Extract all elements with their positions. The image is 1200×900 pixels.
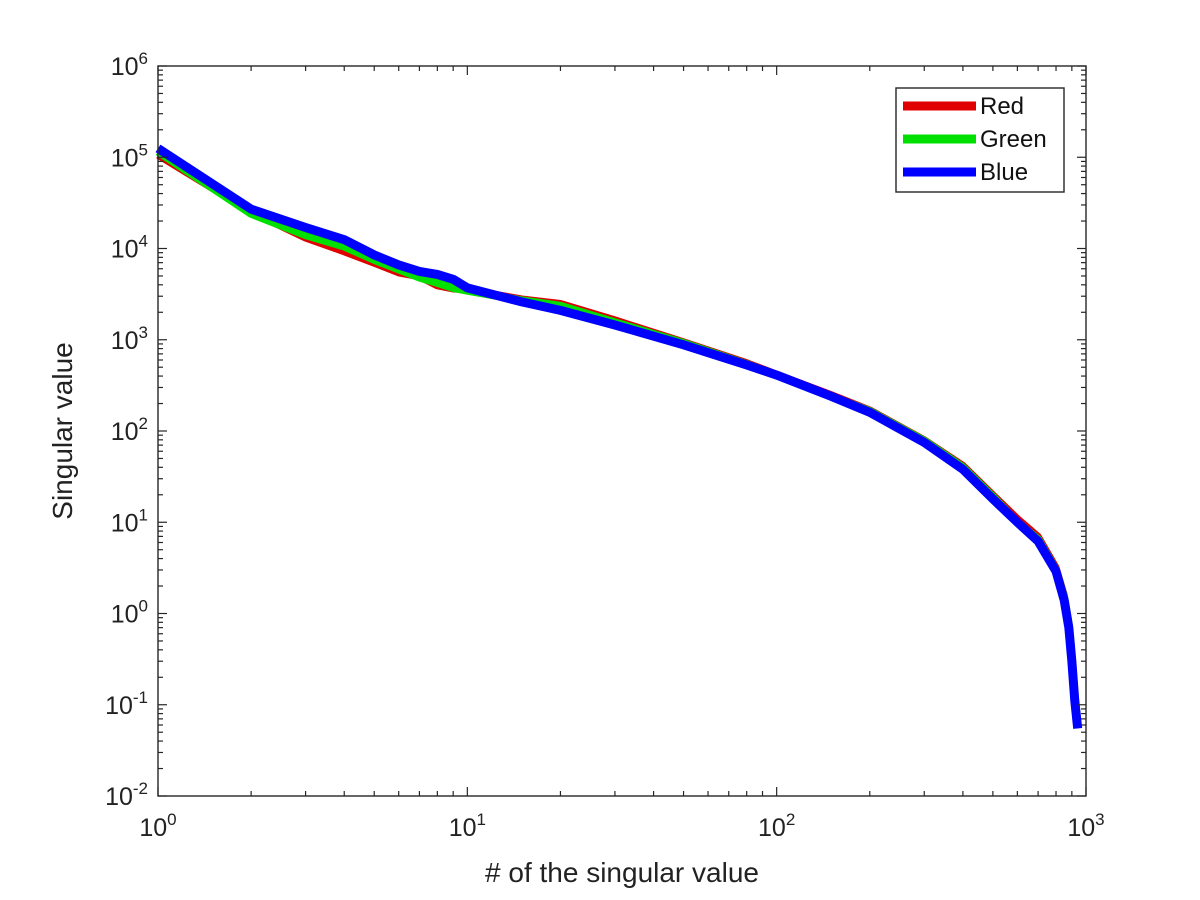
x-axis-title: # of the singular value bbox=[485, 857, 759, 888]
legend-items: Red Green Blue bbox=[903, 93, 1047, 186]
x-tick-label: 103 bbox=[1067, 810, 1104, 842]
tick-labels: 100 101 102 103 10-2 10-1 100 101 102 103 104 105 10… bbox=[105, 49, 1105, 842]
y-tick-label: 102 bbox=[111, 414, 148, 446]
y-tick-label: 106 bbox=[111, 49, 148, 81]
y-tick-label: 100 bbox=[111, 597, 148, 629]
y-axis-title: Singular value bbox=[47, 342, 78, 519]
legend-label-red: Red bbox=[980, 93, 1024, 120]
y-tick-label: 104 bbox=[111, 232, 148, 264]
x-tick-label: 100 bbox=[139, 810, 176, 842]
y-tick-label: 10-1 bbox=[105, 688, 148, 720]
y-tick-label: 105 bbox=[111, 140, 148, 172]
ticks-layer bbox=[157, 65, 1087, 797]
x-tick-label: 102 bbox=[758, 810, 795, 842]
y-tick-label: 10-2 bbox=[105, 779, 148, 811]
legend: Red Green Blue bbox=[895, 87, 1065, 193]
x-tick-label: 101 bbox=[449, 810, 486, 842]
y-tick-label: 101 bbox=[111, 505, 148, 537]
legend-label-blue: Blue bbox=[980, 159, 1028, 186]
y-tick-label: 103 bbox=[111, 323, 148, 355]
legend-label-green: Green bbox=[980, 126, 1047, 153]
series-line-blue bbox=[155, 144, 1083, 729]
series-layer bbox=[155, 144, 1083, 729]
